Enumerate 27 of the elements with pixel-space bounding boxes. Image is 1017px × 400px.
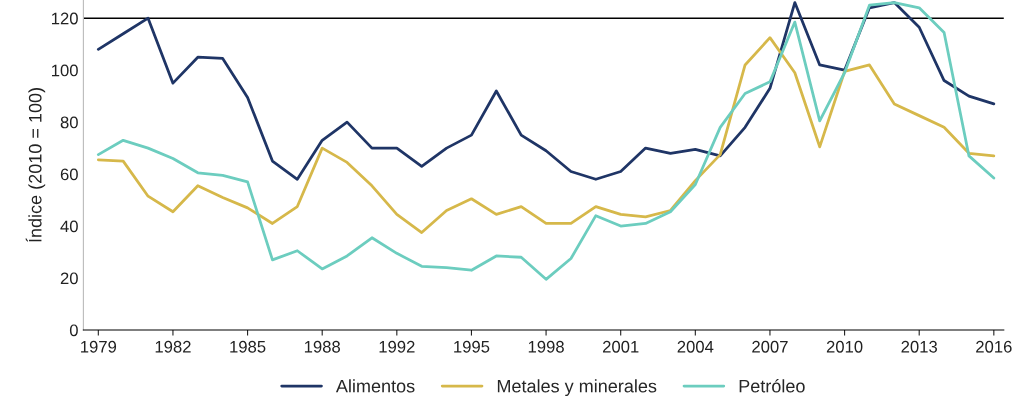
- y-tick-label: 60: [60, 168, 78, 181]
- line-series: [96, 1, 996, 281]
- x-tick-label: 1985: [230, 340, 266, 353]
- x-tick-label: 2001: [603, 340, 639, 353]
- legend-label: Petróleo: [739, 379, 805, 393]
- legend-label: Alimentos: [335, 379, 415, 393]
- x-tick-label: 2016: [976, 340, 1012, 353]
- y-tick-label: 0: [69, 324, 78, 337]
- y-axis-title: Índice (2010 = 100): [25, 88, 46, 242]
- x-tick-label: 2007: [752, 340, 788, 353]
- y-tick-label: 100: [52, 64, 78, 77]
- y-tick-label: 80: [60, 116, 78, 129]
- line-series: [96, 1, 996, 181]
- x-tick-label: 1988: [304, 340, 341, 353]
- x-tick-label: 1979: [81, 340, 117, 353]
- y-tick-label: 120: [52, 12, 78, 25]
- line-series: [96, 36, 996, 234]
- x-tick-label: 2013: [901, 340, 938, 353]
- x-tick-label: 1998: [528, 340, 564, 353]
- legend-label: Metales y minerales: [497, 379, 657, 397]
- x-tick-label: 1992: [379, 340, 415, 353]
- y-tick-label: 20: [60, 272, 78, 285]
- x-tick-label: 2010: [826, 340, 863, 353]
- x-tick-label: 2004: [677, 340, 714, 353]
- y-tick-label: 40: [60, 220, 78, 233]
- x-tick-label: 1995: [454, 340, 490, 353]
- x-tick-label: 1982: [155, 340, 191, 353]
